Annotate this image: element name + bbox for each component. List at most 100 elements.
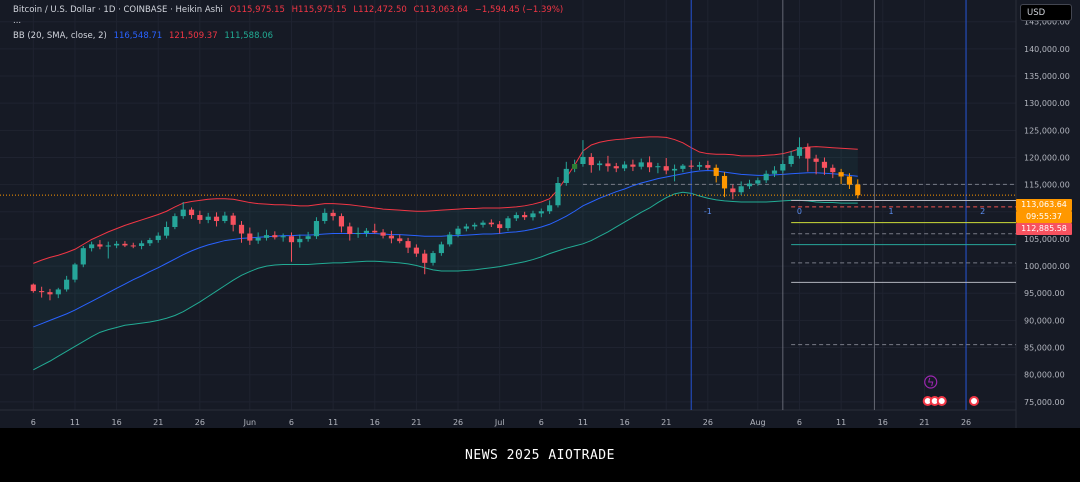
last-price-tag: 113,063.64 bbox=[1016, 199, 1072, 211]
more-indicator[interactable]: ... bbox=[13, 16, 22, 26]
candle-body bbox=[522, 215, 528, 218]
time-axis-label: 16 bbox=[619, 418, 629, 427]
candle-body bbox=[130, 245, 136, 247]
price-axis-label: 145,000.00 bbox=[1024, 18, 1070, 27]
time-axis-label: 11 bbox=[836, 418, 846, 427]
candle-body bbox=[272, 235, 278, 238]
symbol-legend[interactable]: Bitcoin / U.S. Dollar · 1D · COINBASE · … bbox=[13, 5, 567, 15]
time-axis-label: 11 bbox=[70, 418, 80, 427]
us-event-icon-inner bbox=[971, 398, 978, 404]
candle-body bbox=[597, 163, 603, 166]
bb-lower-line bbox=[33, 191, 858, 371]
candle-body bbox=[380, 232, 386, 236]
candle-body bbox=[588, 156, 594, 166]
candle-body bbox=[230, 215, 236, 225]
countdown-tag: 09:55:37 bbox=[1016, 211, 1072, 223]
price-axis-label: 115,000.00 bbox=[1024, 181, 1070, 190]
candle-body bbox=[263, 235, 270, 238]
price-axis-label: 105,000.00 bbox=[1024, 235, 1070, 244]
time-axis-label: 26 bbox=[703, 418, 713, 427]
time-axis-label: 21 bbox=[919, 418, 929, 427]
candle-body bbox=[64, 279, 70, 290]
price-axis-label: 130,000.00 bbox=[1024, 99, 1070, 108]
candle-body bbox=[547, 205, 553, 212]
candle-body bbox=[363, 230, 370, 233]
candle-body bbox=[247, 233, 253, 241]
bb-basis-line bbox=[33, 170, 858, 328]
candle-body bbox=[255, 237, 261, 241]
candle-body bbox=[813, 158, 819, 162]
candle-body bbox=[447, 234, 453, 245]
time-axis-label: 26 bbox=[961, 418, 971, 427]
candle-body bbox=[555, 183, 561, 206]
candlestick-chart[interactable]: -1 0 1 2 75,000.00 80,000.00 85,000.00 90,000.0… bbox=[0, 0, 1080, 428]
candle-body bbox=[613, 166, 619, 169]
time-axis-label: 21 bbox=[411, 418, 421, 427]
candle-body bbox=[538, 211, 544, 214]
price-axis-label: 100,000.00 bbox=[1024, 262, 1070, 271]
candle-body bbox=[347, 226, 353, 235]
flash-event-icon bbox=[924, 375, 938, 389]
candle-body bbox=[846, 176, 853, 185]
candle-body bbox=[313, 221, 320, 237]
candle-body bbox=[738, 186, 744, 193]
candle-body bbox=[472, 224, 478, 227]
candle-body bbox=[297, 238, 303, 243]
candle-body bbox=[805, 147, 811, 159]
candle-body bbox=[622, 164, 628, 169]
candle-body bbox=[513, 215, 519, 219]
candle-body bbox=[180, 209, 186, 217]
candle-body bbox=[238, 224, 245, 234]
candle-body bbox=[122, 243, 128, 246]
cycle-label: 2 bbox=[980, 207, 985, 216]
time-axis-label: 6 bbox=[797, 418, 802, 427]
candle-body bbox=[680, 165, 686, 169]
candle-body bbox=[188, 209, 195, 216]
bb-legend[interactable]: BB (20, SMA, close, 2) 116,548.71 121,50… bbox=[13, 31, 277, 41]
bb-lower-value: 111,588.06 bbox=[224, 31, 273, 41]
time-axis-label: Aug bbox=[750, 418, 766, 427]
candle-body bbox=[530, 213, 536, 218]
candle-body bbox=[763, 173, 769, 181]
candle-body bbox=[488, 222, 494, 225]
time-axis-label: 16 bbox=[878, 418, 888, 427]
candle-body bbox=[155, 235, 161, 241]
candle-body bbox=[355, 232, 361, 235]
price-axis-label: 95,000.00 bbox=[1024, 289, 1065, 298]
bb-basis-value: 116,548.71 bbox=[113, 31, 163, 41]
bb-title: BB (20, SMA, close, 2) bbox=[13, 31, 107, 41]
time-axis-label: 21 bbox=[661, 418, 671, 427]
candle-body bbox=[838, 172, 844, 177]
candle-body bbox=[463, 226, 469, 229]
candle-body bbox=[97, 244, 103, 247]
candle-body bbox=[388, 235, 394, 239]
candle-body bbox=[30, 284, 36, 292]
candle-body bbox=[397, 238, 403, 242]
candle-body bbox=[147, 240, 153, 244]
price-axis-label: 140,000.00 bbox=[1024, 45, 1070, 54]
time-axis-label: Jul bbox=[494, 418, 505, 427]
candle-body bbox=[705, 165, 711, 168]
candle-body bbox=[688, 165, 694, 167]
candle-body bbox=[505, 218, 511, 229]
ohlc-open: O115,975.15 bbox=[229, 5, 285, 15]
candle-body bbox=[855, 184, 861, 196]
candle-body bbox=[39, 291, 45, 293]
candle-body bbox=[455, 228, 461, 235]
us-event-icon-inner bbox=[938, 398, 945, 404]
second-price-tag: 112,885.58 bbox=[1016, 223, 1072, 235]
currency-button[interactable]: USD bbox=[1020, 4, 1072, 21]
candle-body bbox=[796, 147, 803, 156]
candle-body bbox=[730, 188, 736, 193]
ohlc-close: C113,063.64 bbox=[413, 5, 469, 15]
candle-body bbox=[655, 166, 661, 168]
time-axis-label: 21 bbox=[153, 418, 163, 427]
candle-body bbox=[89, 244, 95, 249]
candle-body bbox=[605, 163, 611, 167]
candle-body bbox=[213, 216, 220, 222]
candle-body bbox=[80, 248, 86, 265]
chart-area[interactable]: -1 0 1 2 75,000.00 80,000.00 85,000.00 90,000.0… bbox=[0, 0, 1080, 428]
candle-body bbox=[205, 216, 211, 220]
candle-body bbox=[372, 230, 378, 233]
time-axis-label: 26 bbox=[195, 418, 205, 427]
